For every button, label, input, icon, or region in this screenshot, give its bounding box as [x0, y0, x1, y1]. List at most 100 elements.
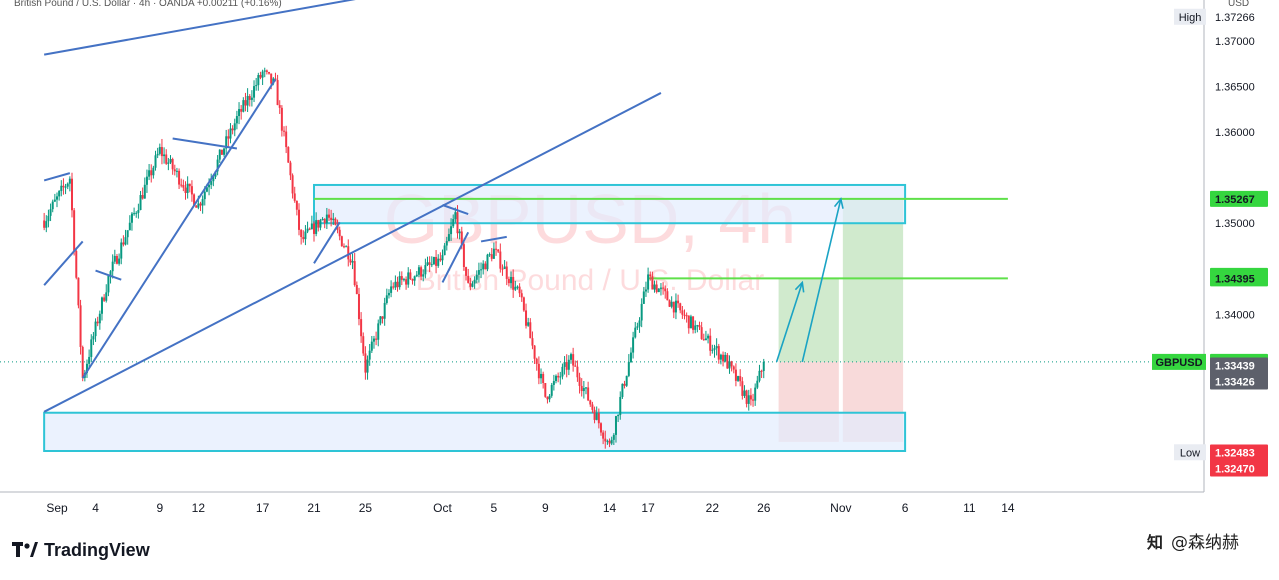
- candle-body: [567, 359, 570, 370]
- candle-body: [195, 205, 198, 208]
- candle-body: [529, 322, 532, 339]
- candle-body: [636, 326, 639, 328]
- candle-body: [754, 387, 757, 401]
- candle-body: [173, 169, 176, 172]
- price-marker-text: Low: [1180, 447, 1200, 459]
- candle-body: [561, 366, 564, 377]
- candle-body: [180, 184, 183, 186]
- candle-body: [713, 348, 716, 350]
- candle-body: [137, 210, 140, 213]
- candle-body: [126, 230, 129, 238]
- price-tick-label: 1.35000: [1215, 218, 1255, 230]
- zhihu-icon: 知: [1146, 532, 1163, 552]
- candle-body: [544, 383, 547, 397]
- candle-body: [300, 229, 303, 238]
- candle-body: [135, 212, 138, 214]
- candle-body: [432, 257, 435, 265]
- candle-body: [730, 361, 733, 367]
- candle-body: [231, 128, 234, 131]
- candle-body: [96, 321, 99, 324]
- candle-body: [518, 286, 521, 294]
- candle-body: [212, 176, 215, 182]
- candle-body: [409, 272, 412, 279]
- candle-body: [674, 300, 677, 313]
- candle-body: [428, 262, 431, 265]
- candle-body: [66, 183, 69, 187]
- price-badge-value: 1.35267: [1215, 194, 1255, 206]
- time-tick-label: 11: [963, 501, 976, 515]
- profit-zone-1: [778, 278, 839, 362]
- candle-body: [756, 380, 759, 388]
- candle-body: [186, 183, 189, 193]
- candle-body: [469, 282, 472, 287]
- candle-body: [525, 310, 528, 326]
- time-tick-label: 5: [491, 501, 498, 515]
- candle-body: [462, 244, 465, 268]
- candle-body: [141, 195, 144, 199]
- candle-body: [717, 346, 720, 360]
- time-tick-label: 17: [256, 501, 270, 515]
- candle-body: [452, 219, 455, 227]
- candle-body: [632, 337, 635, 353]
- candle-body: [672, 301, 675, 313]
- tradingview-brand[interactable]: TradingView: [12, 538, 150, 562]
- candle-body: [51, 201, 54, 210]
- candle-body: [574, 365, 577, 367]
- candle-body: [338, 229, 341, 237]
- candle-body: [520, 293, 523, 298]
- author-credit: 知 @森纳赫: [1146, 528, 1239, 554]
- candle-body: [659, 287, 662, 289]
- candle-body: [507, 278, 510, 284]
- candle-body: [372, 338, 375, 342]
- candle-body: [694, 325, 697, 330]
- price-tick-label: 1.34000: [1215, 309, 1255, 321]
- candle-body: [516, 286, 519, 288]
- candle-body: [47, 215, 50, 222]
- candle-body: [737, 376, 740, 381]
- candle-body: [293, 193, 296, 201]
- candle-body: [687, 315, 690, 329]
- candle-body: [330, 217, 333, 221]
- price-badge-value2: 1.32470: [1215, 464, 1255, 476]
- candle-body: [351, 261, 354, 263]
- brand-name: TradingView: [44, 539, 150, 560]
- candle-body: [484, 263, 487, 270]
- candle-body: [580, 385, 583, 392]
- candle-body: [362, 336, 365, 354]
- candle-body: [677, 300, 680, 304]
- candle-body: [465, 267, 468, 276]
- candle-body: [92, 336, 95, 340]
- candle-body: [741, 381, 744, 396]
- candle-body: [223, 148, 226, 155]
- candle-body: [666, 291, 669, 301]
- candle-body: [644, 289, 647, 292]
- candle-body: [728, 361, 731, 369]
- candle-body: [163, 154, 166, 157]
- candle-body: [182, 185, 185, 188]
- candle-body: [342, 246, 345, 248]
- candle-body: [394, 281, 397, 288]
- candle-body: [458, 231, 461, 234]
- candle-body: [681, 310, 684, 315]
- candle-body: [533, 345, 536, 359]
- candle-body: [548, 395, 551, 400]
- candle-body: [439, 258, 442, 261]
- candle-body: [685, 315, 688, 317]
- candle-body: [130, 213, 133, 223]
- candle-body: [280, 107, 283, 131]
- candle-body: [355, 285, 358, 295]
- candle-body: [595, 413, 598, 420]
- candle-body: [283, 130, 286, 132]
- candle-body: [617, 415, 620, 417]
- candle-body: [118, 258, 121, 264]
- candle-body: [396, 281, 399, 288]
- time-tick-label: 4: [92, 501, 99, 515]
- candle-body: [486, 254, 489, 270]
- candle-body: [651, 276, 654, 290]
- candle-body: [689, 316, 692, 329]
- candle-body: [584, 387, 587, 389]
- projection-arrowhead-1: [794, 280, 805, 293]
- candle-body: [683, 314, 686, 316]
